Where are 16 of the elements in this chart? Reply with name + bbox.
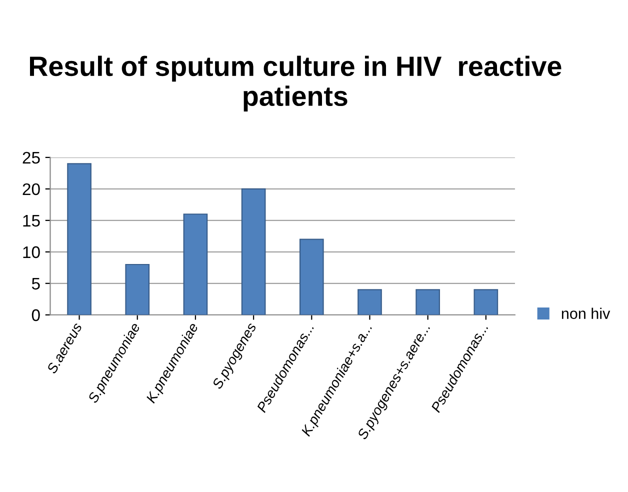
bar [358, 289, 382, 315]
bar [416, 289, 440, 315]
y-tick-label: 0 [32, 309, 40, 322]
y-tick-label: 20 [22, 183, 40, 196]
y-tick-label: 15 [23, 214, 40, 227]
bar [125, 264, 150, 315]
y-tick-label: 10 [23, 246, 40, 258]
bar [474, 289, 498, 315]
bar [67, 163, 92, 315]
bar [299, 238, 324, 315]
bar [241, 188, 266, 315]
y-tick-label: 5 [32, 278, 40, 290]
chart-title: Result of sputum culture in HIV reactive patients [30, 56, 562, 112]
bar [183, 214, 208, 315]
y-tick-label: 25 [22, 152, 40, 164]
legend-label: non hiv [562, 308, 610, 319]
